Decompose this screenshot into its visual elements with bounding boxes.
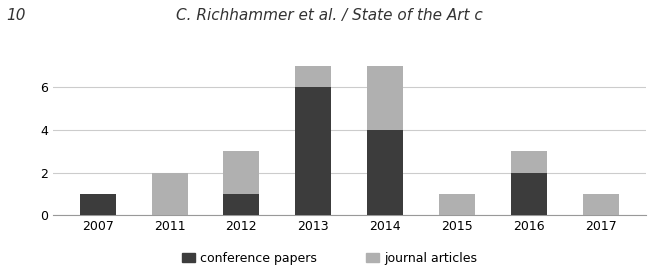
Bar <box>80 194 115 215</box>
Bar <box>152 172 188 215</box>
Bar <box>583 194 619 215</box>
Bar <box>295 66 331 87</box>
Bar <box>511 172 547 215</box>
Bar <box>439 194 475 215</box>
Legend: conference papers, journal articles: conference papers, journal articles <box>177 247 482 270</box>
Text: 10: 10 <box>7 8 26 23</box>
Bar <box>223 194 260 215</box>
Text: C. Richhammer et al. / State of the Art c: C. Richhammer et al. / State of the Art … <box>176 8 483 23</box>
Bar <box>295 87 331 215</box>
Bar <box>223 151 260 194</box>
Bar <box>511 151 547 172</box>
Bar <box>367 130 403 215</box>
Bar <box>367 66 403 130</box>
